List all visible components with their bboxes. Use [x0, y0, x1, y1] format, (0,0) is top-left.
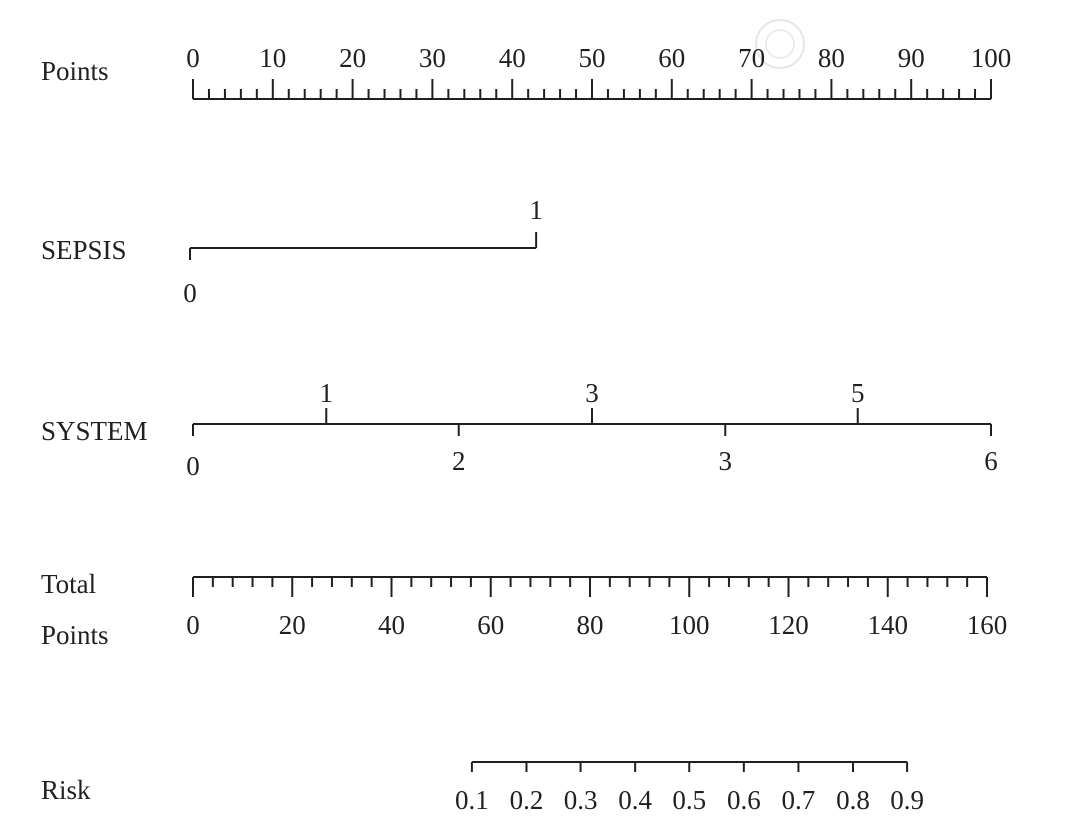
tick-label: 120 [768, 610, 809, 640]
level-label: 0 [186, 451, 200, 481]
level-label: 3 [719, 446, 733, 476]
tick-label: 20 [279, 610, 306, 640]
row-label-risk: Risk [41, 775, 91, 805]
tick-label: 80 [818, 43, 845, 73]
level-label: 3 [585, 378, 599, 408]
tick-label: 90 [898, 43, 925, 73]
row-label-points: Points [41, 56, 109, 86]
tick-label: 0 [186, 610, 200, 640]
level-label: 2 [452, 446, 466, 476]
tick-label: 50 [579, 43, 606, 73]
risk-label: 0.4 [618, 785, 652, 815]
tick-label: 70 [738, 43, 765, 73]
risk-label: 0.8 [836, 785, 870, 815]
row-label-sepsis: SEPSIS [41, 235, 127, 265]
risk-label: 0.7 [782, 785, 816, 815]
level-label: 1 [320, 378, 334, 408]
tick-label: 10 [259, 43, 286, 73]
risk-label: 0.6 [727, 785, 761, 815]
tick-label: 80 [577, 610, 604, 640]
row-label-system: SYSTEM [41, 416, 148, 446]
row-label-total-points: Total [41, 569, 96, 599]
level-label: 6 [984, 446, 998, 476]
tick-label: 60 [477, 610, 504, 640]
tick-label: 160 [967, 610, 1008, 640]
tick-label: 20 [339, 43, 366, 73]
tick-label: 100 [971, 43, 1012, 73]
risk-label: 0.3 [564, 785, 598, 815]
tick-label: 30 [419, 43, 446, 73]
tick-label: 60 [658, 43, 685, 73]
watermark-seal-logo [755, 19, 805, 69]
tick-label: 0 [186, 43, 200, 73]
level-label: 0 [183, 278, 197, 308]
risk-label: 0.5 [672, 785, 706, 815]
risk-label: 0.2 [510, 785, 544, 815]
level-label: 5 [851, 378, 865, 408]
risk-label: 0.1 [455, 785, 489, 815]
tick-label: 40 [499, 43, 526, 73]
level-label: 1 [529, 195, 543, 225]
row-label-total-points: Points [41, 620, 109, 650]
tick-label: 40 [378, 610, 405, 640]
risk-label: 0.9 [890, 785, 924, 815]
tick-label: 100 [669, 610, 710, 640]
tick-label: 140 [868, 610, 909, 640]
